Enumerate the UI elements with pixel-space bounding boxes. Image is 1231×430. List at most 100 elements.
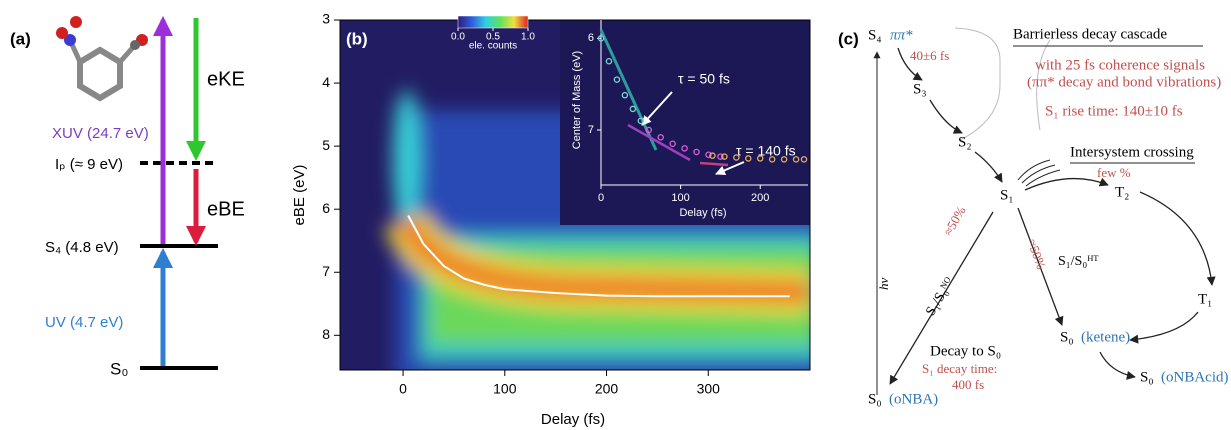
conical-intersection: S₁/S₀ᴺᴼ — [923, 275, 957, 318]
molecule — [56, 16, 148, 102]
excitation-label: hν — [876, 278, 891, 291]
bracket — [954, 27, 1001, 141]
inset-x-label: Delay (fs) — [679, 207, 726, 219]
inset-y-tick-label: 6 — [588, 32, 594, 44]
annotation-arrow — [715, 161, 745, 176]
product: (ketene) — [1081, 329, 1130, 345]
x-tick-label: 200 — [595, 381, 619, 397]
inset-point — [780, 156, 788, 163]
panel-label: (a) — [10, 29, 31, 48]
annotation: τ = 50 fs — [678, 71, 730, 87]
state: S₀ — [1140, 369, 1154, 385]
arrow — [974, 151, 1003, 183]
colorbar-tick-label: 0.5 — [486, 32, 500, 43]
colorbar-tick-label: 1.0 — [521, 32, 535, 43]
decay-title: Decay to S₀ — [930, 343, 1001, 359]
y-tick-label: 7 — [322, 263, 330, 279]
annotation-arrow — [641, 91, 673, 126]
x-tick-label: 0 — [399, 381, 407, 397]
arrow — [1017, 207, 1064, 326]
ridge — [394, 215, 810, 303]
inset-bg — [560, 20, 810, 225]
inset-x-tick-label: 200 — [751, 192, 769, 204]
decay-value: 400 fs — [952, 377, 984, 392]
coherence-detail: (ππ* decay and bond vibrations) — [1027, 74, 1221, 90]
inset-point — [669, 140, 676, 147]
isc-yield: few % — [1097, 165, 1131, 180]
fit-line — [699, 161, 729, 167]
branch-ratio: ≈50% — [940, 204, 969, 238]
arrow — [889, 211, 994, 385]
product: (oNBAcid) — [1161, 369, 1229, 385]
spot — [393, 90, 421, 230]
inset-point — [693, 148, 700, 156]
colorbar-label: ele. counts — [469, 41, 517, 52]
ring — [77, 46, 123, 102]
x-tick-label: 300 — [697, 381, 721, 397]
atom — [64, 34, 76, 46]
branch-ratio: ≈50% — [1024, 237, 1049, 271]
arrow — [1129, 311, 1199, 344]
state: S₄ — [868, 27, 882, 43]
panel-a: (a) XUV (24.7 eV) UV (4.7 eV) eKE eBE S₄… — [10, 16, 245, 378]
inset-point — [657, 134, 664, 141]
inset-point — [745, 155, 752, 162]
y-tick-label: 4 — [322, 74, 330, 90]
rise-time: S₁ rise time: 140±10 fs — [1045, 103, 1183, 119]
conical-intersection: S₁/S₀ᴴᵀ — [1058, 254, 1098, 269]
colorbar — [457, 15, 529, 29]
inset-point — [717, 153, 724, 160]
eke-label: eKE — [207, 68, 245, 90]
arrow — [1024, 177, 1109, 191]
inset-point — [645, 126, 653, 134]
uv-label: UV (4.7 eV) — [45, 314, 123, 331]
inset-point — [792, 156, 800, 163]
atom — [56, 27, 68, 39]
x-axis-label: Delay (fs) — [541, 411, 605, 428]
x-tick-label: 100 — [493, 381, 517, 397]
fit-line — [599, 29, 658, 151]
y-axis-label: eBE (eV) — [291, 165, 308, 226]
state: S₀ — [868, 391, 882, 407]
inset-point — [605, 58, 613, 65]
panel-label: (b) — [346, 29, 368, 48]
inset-point — [800, 156, 808, 163]
state: T₂ — [1115, 184, 1129, 200]
isc-label: Intersystem crossing — [1070, 144, 1194, 160]
inset-point — [721, 153, 728, 160]
state: S₁ — [1000, 187, 1014, 203]
ip-label: Iₚ (≈ 9 eV) — [55, 156, 123, 173]
inset-x-tick-label: 0 — [598, 192, 604, 204]
s4-label: S₄ (4.8 eV) — [45, 239, 119, 256]
y-tick-label: 6 — [322, 200, 330, 216]
isc-wiggle — [1017, 159, 1061, 187]
plot-frame — [339, 19, 811, 371]
fit-line — [627, 123, 691, 162]
annotation: τ = 140 fs — [736, 143, 796, 159]
xuv-label: XUV (24.7 eV) — [52, 125, 149, 142]
decay-time: S₁ decay time: — [922, 361, 997, 376]
inset-point — [709, 152, 716, 159]
inset-point — [597, 35, 605, 42]
ebe-label: eBE — [207, 198, 245, 220]
inset-point — [733, 154, 740, 161]
state-character: ππ* — [890, 27, 913, 43]
panel-label: (c) — [838, 29, 859, 48]
inset-point — [629, 105, 637, 113]
arrow — [1139, 191, 1216, 286]
colorbar-tick-label: 0.0 — [451, 32, 465, 43]
atom — [70, 16, 82, 28]
y-tick-label: 8 — [322, 326, 330, 342]
s0-label: S₀ — [110, 359, 128, 378]
state: S₂ — [958, 134, 972, 150]
y-tick-label: 5 — [322, 137, 330, 153]
inset-point — [756, 155, 764, 162]
panel-c: (c) S₄ ππ* Barrierless decay cascade wit… — [838, 26, 1229, 407]
cascade-title: Barrierless decay cascade — [1013, 26, 1167, 42]
coherence: with 25 fs coherence signals — [1035, 57, 1205, 73]
atom — [130, 40, 140, 50]
state: S₃ — [913, 81, 927, 97]
inset-point — [768, 156, 776, 163]
mean-curve — [407, 215, 790, 298]
